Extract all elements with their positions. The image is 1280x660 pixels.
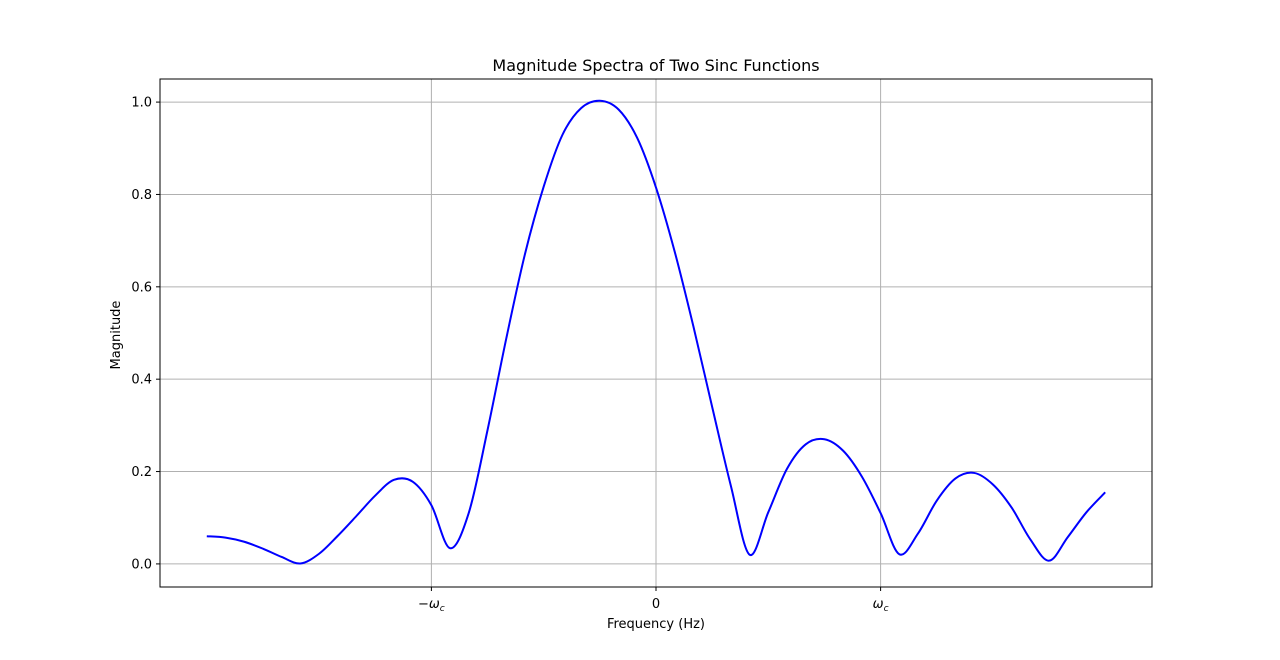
y-axis-label: Magnitude	[109, 301, 124, 370]
y-tick-label: 1.0	[131, 96, 152, 111]
x-tick-label: 0	[652, 597, 660, 612]
x-tick-label: −ωc	[418, 597, 445, 614]
x-tick-label: ωc	[873, 597, 889, 614]
ticks: 0.0 0.2 0.4 0.6 0.8 1.0 −ωc 0 ωc	[131, 96, 888, 614]
series-layer	[206, 99, 1106, 565]
y-tick-label: 0.8	[131, 188, 152, 203]
grid	[160, 79, 1152, 587]
y-tick-label: 0.6	[131, 280, 152, 295]
y-tick-label: 0.4	[131, 373, 152, 388]
y-tick-label: 0.2	[131, 465, 152, 480]
series-line-0	[206, 99, 1106, 565]
x-axis-label: Frequency (Hz)	[607, 617, 705, 632]
y-tick-label: 0.0	[131, 557, 152, 572]
chart-title: Magnitude Spectra of Two Sinc Functions	[492, 56, 819, 75]
